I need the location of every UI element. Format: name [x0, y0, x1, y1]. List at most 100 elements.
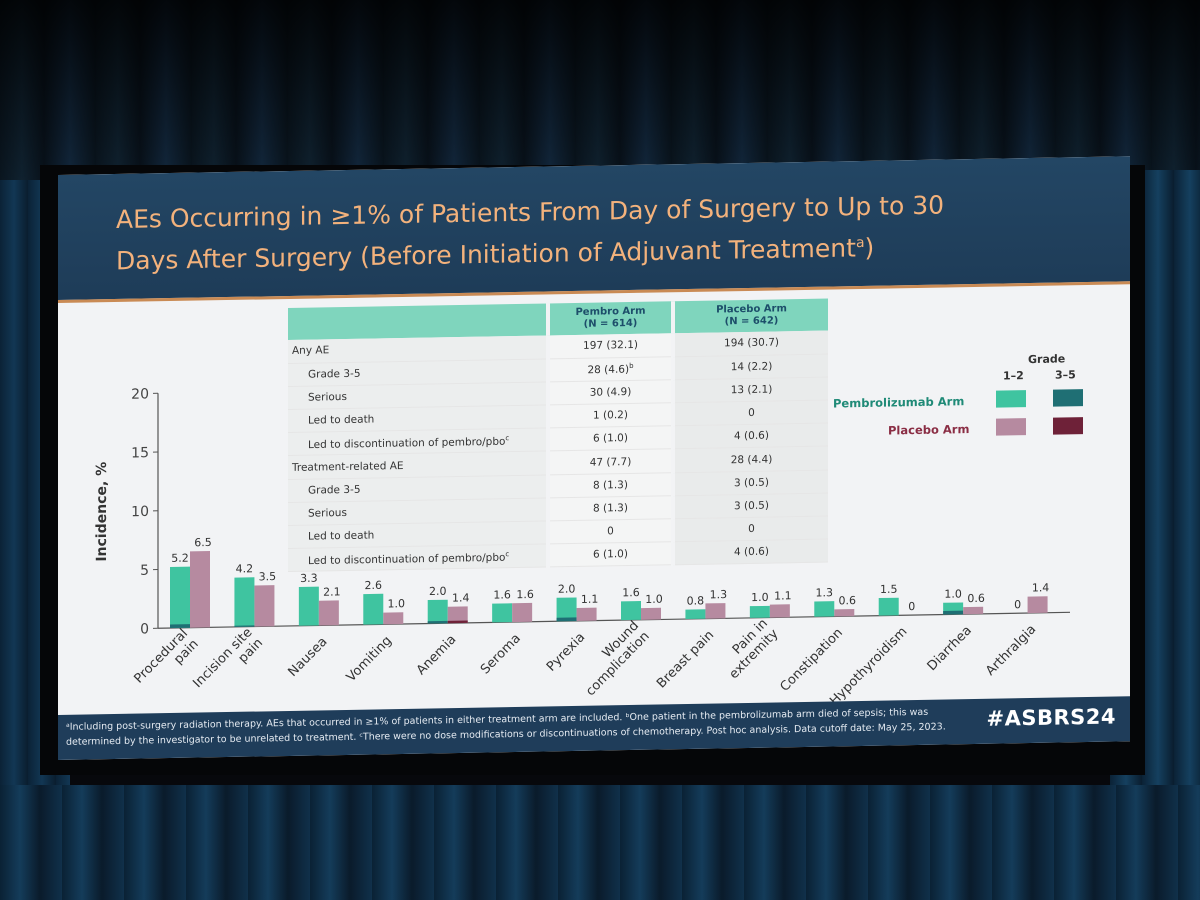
- bar-pembro-grade35: [234, 625, 255, 627]
- x-category-label: Diarrhea: [925, 623, 975, 674]
- x-axis-line: [158, 611, 1070, 629]
- table-cell-pembro: 6 (1.0): [548, 426, 673, 452]
- table-cell-placebo: 3 (0.5): [673, 492, 828, 519]
- x-category-label: Arthralgia: [983, 622, 1039, 679]
- bar-label-placebo: 1.3: [710, 588, 727, 601]
- y-tick-label: 20: [131, 386, 149, 402]
- legend-grade-12: 1–2: [1003, 369, 1024, 383]
- bar-pembro-grade35: [943, 610, 964, 615]
- placebo-value: 13 (2.1): [730, 383, 773, 397]
- bar-label-pembro: 4.2: [236, 562, 253, 575]
- bar-pembro-grade12: [492, 603, 513, 623]
- table-cell-placebo: 4 (0.6): [673, 539, 828, 566]
- bar-label-pembro: 1.6: [622, 586, 639, 599]
- placebo-value: 0: [748, 406, 755, 420]
- bar-label-pembro: 1.0: [944, 587, 961, 600]
- placebo-value: 4 (0.6): [734, 545, 769, 559]
- table-header-pembro: Pembro Arm (N = 614): [548, 301, 673, 336]
- stage-curtain-top: [0, 0, 1200, 190]
- row-label: Led to discontinuation of pembro/pbo: [308, 435, 506, 451]
- bar-label-pembro: 2.0: [558, 582, 575, 595]
- table-cell-pembro: 6 (1.0): [548, 541, 673, 568]
- y-tick-label: 5: [140, 563, 149, 579]
- legend-grade-35: 3–5: [1055, 368, 1076, 382]
- row-label-footnote: c: [505, 549, 510, 558]
- x-category-label-line: Nausea: [285, 634, 330, 679]
- pembro-value: 30 (4.9): [589, 385, 632, 399]
- table-cell-pembro: 28 (4.6)b: [548, 356, 673, 382]
- bar-pembro-grade35: [427, 620, 448, 624]
- pembro-value: 8 (1.3): [593, 478, 628, 492]
- bar-label-placebo: 3.5: [259, 570, 276, 583]
- bar-label-pembro: 0: [1014, 598, 1021, 611]
- ae-summary-table: Pembro Arm (N = 614) Placebo Arm (N = 642)…: [288, 298, 828, 573]
- bar-label-pembro: 1.3: [816, 586, 833, 599]
- bar-placebo-grade12: [1027, 596, 1048, 614]
- bar-label-placebo: 0.6: [967, 592, 984, 605]
- slide-title-bar: AEs Occurring in ≥1% of Patients From Da…: [58, 156, 1130, 303]
- table-cell-pembro: 30 (4.9): [548, 379, 673, 406]
- pembro-value: 197 (32.1): [583, 339, 638, 353]
- y-axis-label: Incidence, %: [94, 462, 110, 562]
- slide-title-line2-text: Days After Surgery (Before Initiation of…: [116, 233, 856, 276]
- x-category-label: Breast pain: [654, 628, 717, 692]
- bar-label-placebo: 1.1: [581, 593, 598, 606]
- placebo-value: 0: [748, 522, 755, 536]
- bar-pembro-grade12: [363, 593, 384, 625]
- bar-pembro-grade12: [814, 601, 835, 617]
- pembro-value: 0: [607, 525, 614, 538]
- bar-pembro-grade12: [298, 586, 319, 626]
- row-label: Led to discontinuation of pembro/pbo: [308, 551, 506, 567]
- table-cell-label: Led to discontinuation of pembro/pboc: [288, 544, 548, 572]
- bar-placebo-grade35: [447, 620, 468, 624]
- table-cell-placebo: 4 (0.6): [673, 423, 828, 450]
- y-tick-label: 15: [131, 445, 149, 461]
- bar-label-pembro: 3.3: [300, 572, 317, 585]
- bar-label-placebo: 1.6: [516, 588, 533, 601]
- legend-placebo-label: Placebo Arm: [888, 422, 970, 438]
- table-cell-pembro: 0: [548, 518, 673, 545]
- row-label-footnote: c: [505, 433, 510, 442]
- pembro-value: 8 (1.3): [593, 501, 628, 515]
- table-cell-pembro: 8 (1.3): [548, 472, 673, 498]
- x-category-label: Constipation: [777, 625, 845, 694]
- bar-label-pembro: 1.6: [493, 588, 510, 601]
- pembro-value: 28 (4.6): [587, 363, 630, 377]
- bar-label-placebo: 0: [908, 600, 915, 613]
- legend-swatch-pembro-grade12: [996, 390, 1026, 408]
- x-category-label-line: Anemia: [414, 632, 460, 678]
- table-cell-placebo: 0: [673, 516, 828, 542]
- bar-label-placebo: 1.4: [1032, 581, 1049, 594]
- bar-pembro-grade12: [685, 609, 706, 620]
- bar-placebo-grade12: [318, 600, 339, 626]
- bar-label-pembro: 2.0: [429, 585, 446, 598]
- row-label: Treatment-related AE: [292, 459, 404, 474]
- table-cell-placebo: 3 (0.5): [673, 469, 828, 496]
- placebo-value: 194 (30.7): [724, 336, 779, 350]
- bar-pembro-grade12: [749, 605, 770, 618]
- bar-placebo-grade12: [254, 585, 275, 627]
- legend-swatch-placebo-grade12: [996, 418, 1026, 436]
- pembro-value-footnote: b: [629, 361, 634, 371]
- slide-title-superscript: a: [855, 234, 865, 252]
- y-tick-label: 0: [140, 621, 149, 637]
- pembro-arm-n: (N = 614): [583, 317, 638, 330]
- pembro-value: 6 (1.0): [593, 548, 628, 561]
- slide-title-end: ): [864, 233, 875, 263]
- x-category-label: Nausea: [285, 634, 330, 679]
- bar-label-pembro: 1.0: [751, 591, 768, 604]
- table-header-blank: [288, 303, 548, 340]
- table-cell-placebo: 13 (2.1): [673, 376, 828, 403]
- x-category-label: Seroma: [478, 631, 524, 677]
- table-cell-placebo: 28 (4.4): [673, 446, 828, 473]
- table-cell-placebo: 14 (2.2): [673, 353, 828, 380]
- bar-pembro-grade35: [556, 617, 577, 622]
- pembro-value: 6 (1.0): [593, 432, 628, 446]
- x-category-label-line: Vomiting: [344, 633, 395, 685]
- bar-pembro-grade35: [170, 624, 190, 629]
- bar-placebo-grade12: [705, 603, 726, 619]
